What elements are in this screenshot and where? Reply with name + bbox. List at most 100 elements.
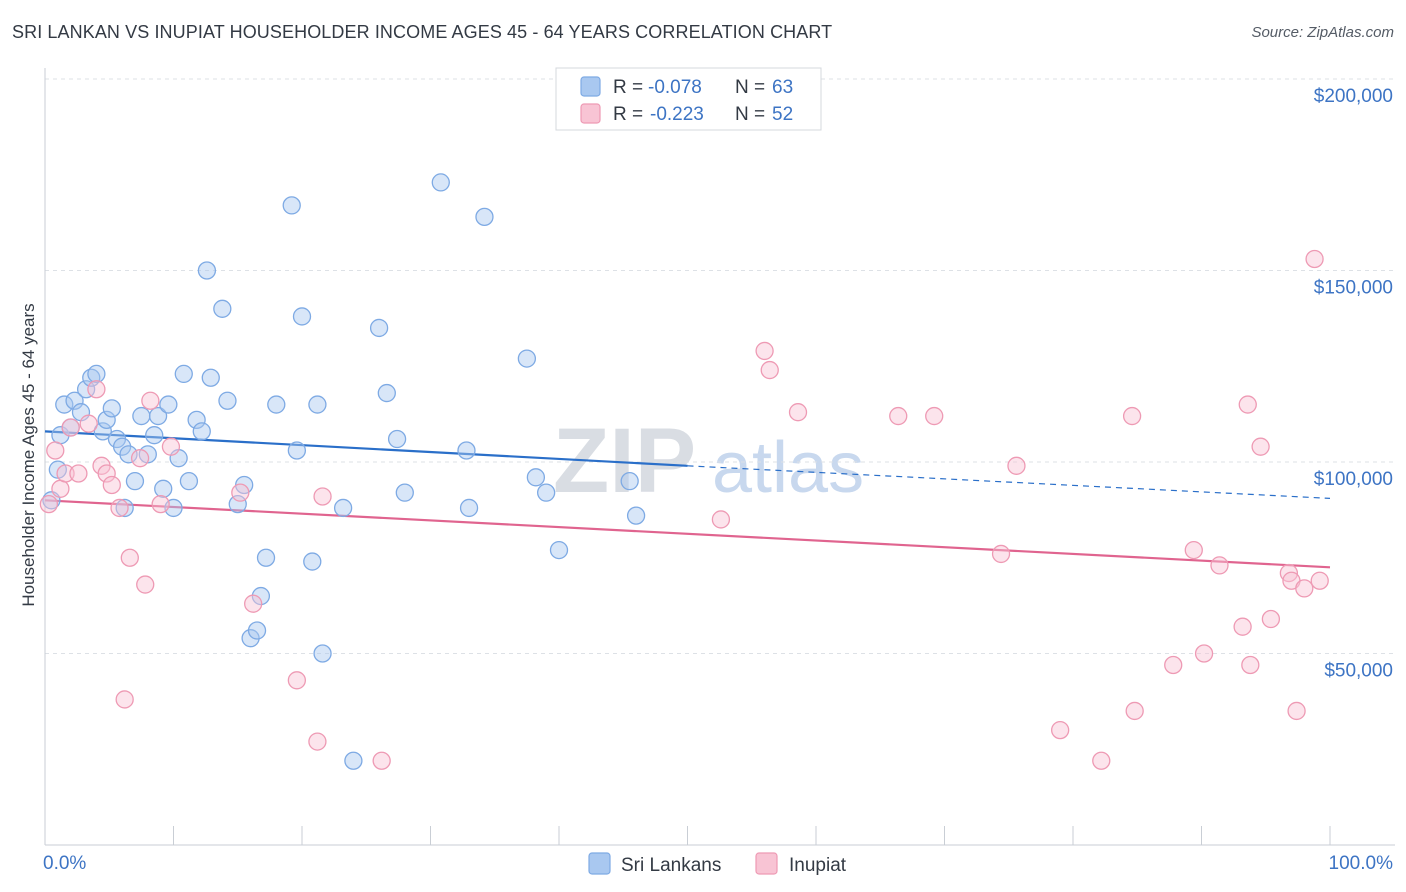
series-inupiat bbox=[39, 249, 1329, 770]
y-axis-label: Householder Income Ages 45 - 64 years bbox=[19, 303, 38, 606]
y-tick-label: $50,000 bbox=[1324, 661, 1393, 682]
data-point bbox=[130, 449, 150, 468]
data-point bbox=[119, 445, 138, 464]
data-point bbox=[282, 196, 301, 215]
data-point bbox=[251, 586, 271, 606]
data-point bbox=[228, 494, 247, 514]
data-point bbox=[187, 410, 206, 430]
data-point bbox=[889, 406, 908, 426]
data-point bbox=[174, 364, 193, 384]
series-legend: Sri Lankans Inupiat bbox=[588, 852, 847, 876]
legend-swatch-inupiat bbox=[755, 852, 778, 875]
data-point bbox=[97, 464, 116, 483]
legend-label-sri-lankans: Sri Lankans bbox=[621, 855, 721, 876]
data-point bbox=[55, 395, 74, 414]
data-point bbox=[537, 483, 556, 502]
data-point bbox=[313, 644, 332, 663]
watermark-zip: ZIP bbox=[553, 410, 696, 512]
legend-n-value: 52 bbox=[772, 104, 793, 125]
data-point bbox=[313, 487, 332, 506]
data-point bbox=[231, 483, 250, 502]
legend-r-label: R = bbox=[613, 104, 643, 125]
legend-r-label: R = bbox=[613, 77, 643, 98]
x-tick-label: 0.0% bbox=[43, 853, 86, 874]
data-point bbox=[102, 475, 121, 495]
data-point bbox=[292, 307, 312, 326]
data-point bbox=[369, 318, 389, 338]
data-point bbox=[1184, 540, 1203, 560]
data-point bbox=[151, 494, 170, 514]
data-point bbox=[1241, 655, 1260, 675]
series-sri-lankans bbox=[42, 173, 646, 770]
legend-swatch-sri-lankans bbox=[588, 852, 611, 875]
data-point bbox=[287, 671, 307, 690]
data-point bbox=[136, 575, 155, 594]
data-point bbox=[1194, 644, 1214, 663]
data-point bbox=[395, 483, 414, 502]
data-point bbox=[475, 207, 494, 227]
data-point bbox=[1051, 720, 1070, 740]
data-point bbox=[213, 299, 232, 318]
data-point bbox=[303, 552, 322, 571]
data-point bbox=[1238, 395, 1257, 414]
data-point bbox=[1310, 571, 1329, 590]
data-point bbox=[244, 594, 263, 613]
data-point bbox=[711, 510, 731, 529]
data-point bbox=[377, 383, 396, 403]
data-point bbox=[201, 368, 220, 387]
data-point bbox=[308, 732, 327, 751]
data-point bbox=[39, 494, 59, 514]
data-point bbox=[46, 441, 65, 460]
data-point bbox=[141, 391, 160, 410]
data-point bbox=[161, 437, 181, 456]
data-point bbox=[61, 418, 80, 437]
legend-swatch-sri-lankans bbox=[580, 76, 601, 97]
data-point bbox=[145, 426, 164, 445]
data-point bbox=[87, 380, 106, 399]
data-point bbox=[79, 414, 98, 433]
y-tick-label: $150,000 bbox=[1314, 278, 1393, 299]
data-point bbox=[192, 422, 211, 441]
data-point bbox=[372, 751, 391, 770]
y-tick-labels: $50,000 $100,000 $150,000 $200,000 bbox=[1314, 86, 1393, 682]
data-point bbox=[1305, 249, 1324, 269]
data-point bbox=[179, 471, 199, 491]
data-point bbox=[125, 471, 145, 491]
data-point bbox=[1287, 701, 1306, 721]
legend-label-inupiat: Inupiat bbox=[789, 855, 847, 876]
trend-line bbox=[44, 499, 1331, 569]
data-point bbox=[1295, 579, 1314, 598]
chart-source: Source: ZipAtlas.com bbox=[1251, 24, 1394, 41]
data-point bbox=[991, 544, 1011, 564]
legend-r-value: -0.223 bbox=[650, 104, 704, 125]
x-tick-label: 100.0% bbox=[1329, 853, 1394, 874]
data-point bbox=[431, 173, 450, 192]
data-point bbox=[1261, 609, 1281, 629]
data-point bbox=[110, 498, 129, 518]
data-point bbox=[267, 395, 286, 414]
data-point bbox=[102, 399, 121, 418]
data-point bbox=[1233, 617, 1252, 636]
data-point bbox=[115, 498, 134, 518]
trend-line-extension bbox=[687, 465, 1331, 499]
data-point bbox=[788, 403, 808, 422]
data-point bbox=[333, 498, 353, 518]
data-point bbox=[87, 364, 106, 384]
data-point bbox=[457, 441, 476, 460]
y-tick-label: $100,000 bbox=[1314, 469, 1393, 490]
data-point bbox=[1122, 406, 1142, 426]
data-point bbox=[69, 464, 88, 483]
trend-line bbox=[44, 430, 688, 467]
data-points bbox=[39, 173, 1329, 770]
legend-r-value: -0.078 bbox=[648, 77, 702, 98]
data-point bbox=[154, 479, 173, 498]
data-point bbox=[93, 422, 112, 441]
data-point bbox=[549, 540, 569, 560]
data-point bbox=[218, 391, 237, 410]
data-point bbox=[1251, 437, 1270, 456]
stats-legend: R = -0.078 N = 63 R = -0.223 N = 52 bbox=[555, 67, 822, 131]
data-point bbox=[65, 391, 84, 410]
data-point bbox=[97, 410, 116, 430]
legend-n-label: N = bbox=[735, 77, 765, 98]
